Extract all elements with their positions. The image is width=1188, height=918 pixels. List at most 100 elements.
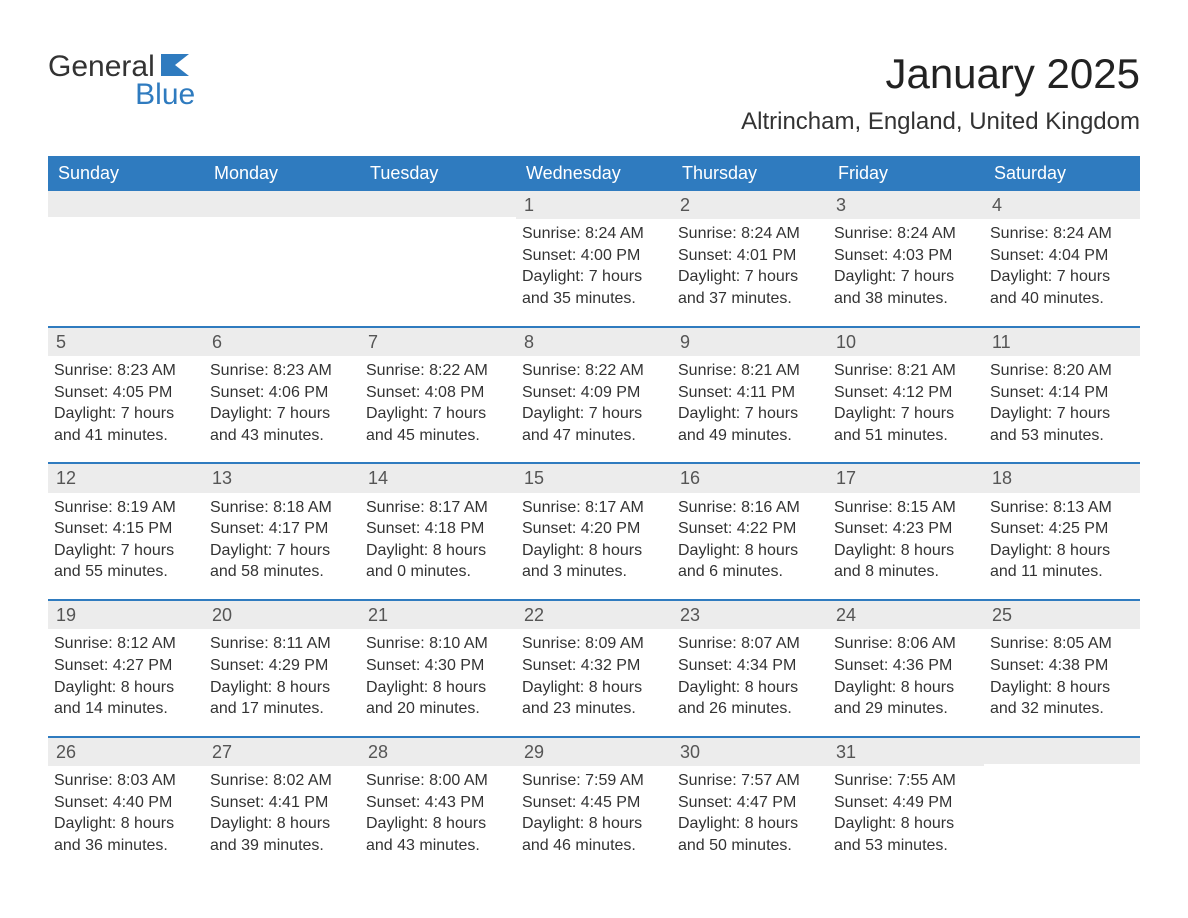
sunrise-line: Sunrise: 7:55 AM bbox=[834, 770, 978, 792]
day-header-sat: Saturday bbox=[984, 156, 1140, 191]
date-number: 28 bbox=[360, 738, 516, 766]
cell-body: Sunrise: 8:05 AMSunset: 4:38 PMDaylight:… bbox=[984, 629, 1140, 735]
daylight-line: Daylight: 7 hours and 47 minutes. bbox=[522, 403, 666, 446]
cell-body: Sunrise: 8:22 AMSunset: 4:09 PMDaylight:… bbox=[516, 356, 672, 462]
calendar-cell: 30Sunrise: 7:57 AMSunset: 4:47 PMDayligh… bbox=[672, 738, 828, 873]
daylight-line: Daylight: 8 hours and 26 minutes. bbox=[678, 677, 822, 720]
calendar-cell: 25Sunrise: 8:05 AMSunset: 4:38 PMDayligh… bbox=[984, 601, 1140, 736]
sunrise-line: Sunrise: 8:12 AM bbox=[54, 633, 198, 655]
sunrise-line: Sunrise: 8:00 AM bbox=[366, 770, 510, 792]
sunrise-line: Sunrise: 8:11 AM bbox=[210, 633, 354, 655]
sunset-line: Sunset: 4:04 PM bbox=[990, 245, 1134, 267]
week-row: 1 Sunrise: 8:24 AM Sunset: 4:00 PM Daylight… bbox=[48, 191, 1140, 326]
calendar-cell bbox=[204, 191, 360, 326]
date-number: 24 bbox=[828, 601, 984, 629]
cell-body bbox=[984, 764, 1140, 784]
calendar-cell: 12Sunrise: 8:19 AMSunset: 4:15 PMDayligh… bbox=[48, 464, 204, 599]
cell-body: Sunrise: 8:11 AMSunset: 4:29 PMDaylight:… bbox=[204, 629, 360, 735]
cell-body: Sunrise: 8:19 AMSunset: 4:15 PMDaylight:… bbox=[48, 493, 204, 599]
sunset-line: Sunset: 4:20 PM bbox=[522, 518, 666, 540]
title-block: January 2025 Altrincham, England, United… bbox=[741, 50, 1140, 150]
date-number bbox=[48, 191, 204, 217]
sunrise-line: Sunrise: 8:24 AM bbox=[678, 223, 822, 245]
calendar-cell: 24Sunrise: 8:06 AMSunset: 4:36 PMDayligh… bbox=[828, 601, 984, 736]
calendar-cell bbox=[984, 738, 1140, 873]
cell-body bbox=[204, 217, 360, 237]
date-number: 10 bbox=[828, 328, 984, 356]
date-number: 21 bbox=[360, 601, 516, 629]
sunrise-line: Sunrise: 8:17 AM bbox=[366, 497, 510, 519]
cell-body: Sunrise: 8:18 AMSunset: 4:17 PMDaylight:… bbox=[204, 493, 360, 599]
cell-body: Sunrise: 8:03 AMSunset: 4:40 PMDaylight:… bbox=[48, 766, 204, 872]
calendar-cell bbox=[360, 191, 516, 326]
date-number: 23 bbox=[672, 601, 828, 629]
calendar-cell: 31Sunrise: 7:55 AMSunset: 4:49 PMDayligh… bbox=[828, 738, 984, 873]
daylight-line: Daylight: 7 hours and 40 minutes. bbox=[990, 266, 1134, 309]
daylight-line: Daylight: 7 hours and 49 minutes. bbox=[678, 403, 822, 446]
sunset-line: Sunset: 4:12 PM bbox=[834, 382, 978, 404]
calendar-cell: 18Sunrise: 8:13 AMSunset: 4:25 PMDayligh… bbox=[984, 464, 1140, 599]
sunset-line: Sunset: 4:18 PM bbox=[366, 518, 510, 540]
sunrise-line: Sunrise: 8:23 AM bbox=[210, 360, 354, 382]
sunset-line: Sunset: 4:14 PM bbox=[990, 382, 1134, 404]
daylight-line: Daylight: 7 hours and 38 minutes. bbox=[834, 266, 978, 309]
daylight-line: Daylight: 7 hours and 53 minutes. bbox=[990, 403, 1134, 446]
date-number bbox=[204, 191, 360, 217]
cell-body: Sunrise: 8:23 AMSunset: 4:06 PMDaylight:… bbox=[204, 356, 360, 462]
calendar-cell: 23Sunrise: 8:07 AMSunset: 4:34 PMDayligh… bbox=[672, 601, 828, 736]
sunset-line: Sunset: 4:00 PM bbox=[522, 245, 666, 267]
daylight-line: Daylight: 7 hours and 37 minutes. bbox=[678, 266, 822, 309]
date-number: 1 bbox=[516, 191, 672, 219]
date-number bbox=[360, 191, 516, 217]
calendar-cell: 1Sunrise: 8:24 AMSunset: 4:00 PMDaylight… bbox=[516, 191, 672, 326]
sunrise-line: Sunrise: 8:19 AM bbox=[54, 497, 198, 519]
sunrise-line: Sunrise: 8:18 AM bbox=[210, 497, 354, 519]
month-title: January 2025 bbox=[741, 50, 1140, 98]
cell-body: Sunrise: 7:57 AMSunset: 4:47 PMDaylight:… bbox=[672, 766, 828, 872]
sunrise-line: Sunrise: 8:05 AM bbox=[990, 633, 1134, 655]
cell-body: Sunrise: 8:23 AMSunset: 4:05 PMDaylight:… bbox=[48, 356, 204, 462]
sunrise-line: Sunrise: 7:57 AM bbox=[678, 770, 822, 792]
cell-body: Sunrise: 8:07 AMSunset: 4:34 PMDaylight:… bbox=[672, 629, 828, 735]
cell-body: Sunrise: 8:21 AMSunset: 4:12 PMDaylight:… bbox=[828, 356, 984, 462]
date-number bbox=[984, 738, 1140, 764]
date-number: 22 bbox=[516, 601, 672, 629]
location-label: Altrincham, England, United Kingdom bbox=[741, 108, 1140, 136]
sunrise-line: Sunrise: 8:03 AM bbox=[54, 770, 198, 792]
cell-body bbox=[48, 217, 204, 237]
cell-body: Sunrise: 8:24 AMSunset: 4:01 PMDaylight:… bbox=[672, 219, 828, 325]
weeks-container: 1 Sunrise: 8:24 AM Sunset: 4:00 PM Daylight… bbox=[48, 191, 1140, 872]
day-header-mon: Monday bbox=[204, 156, 360, 191]
daylight-line: Daylight: 8 hours and 39 minutes. bbox=[210, 813, 354, 856]
cell-body: Sunrise: 8:13 AMSunset: 4:25 PMDaylight:… bbox=[984, 493, 1140, 599]
date-number: 31 bbox=[828, 738, 984, 766]
daylight-line: Daylight: 8 hours and 20 minutes. bbox=[366, 677, 510, 720]
daylight-line: Daylight: 8 hours and 0 minutes. bbox=[366, 540, 510, 583]
cell-body: Sunrise: 7:59 AMSunset: 4:45 PMDaylight:… bbox=[516, 766, 672, 872]
date-number: 2 bbox=[672, 191, 828, 219]
date-number: 6 bbox=[204, 328, 360, 356]
sunrise-line: Sunrise: 8:20 AM bbox=[990, 360, 1134, 382]
sunset-line: Sunset: 4:22 PM bbox=[678, 518, 822, 540]
calendar-cell: 8Sunrise: 8:22 AMSunset: 4:09 PMDaylight… bbox=[516, 328, 672, 463]
daylight-line: Daylight: 8 hours and 32 minutes. bbox=[990, 677, 1134, 720]
calendar-cell: 29Sunrise: 7:59 AMSunset: 4:45 PMDayligh… bbox=[516, 738, 672, 873]
date-number: 29 bbox=[516, 738, 672, 766]
calendar-cell: 10Sunrise: 8:21 AMSunset: 4:12 PMDayligh… bbox=[828, 328, 984, 463]
sunset-line: Sunset: 4:47 PM bbox=[678, 792, 822, 814]
sunset-line: Sunset: 4:01 PM bbox=[678, 245, 822, 267]
calendar-cell: 20Sunrise: 8:11 AMSunset: 4:29 PMDayligh… bbox=[204, 601, 360, 736]
date-number: 19 bbox=[48, 601, 204, 629]
date-number: 14 bbox=[360, 464, 516, 492]
cell-body: Sunrise: 8:24 AMSunset: 4:03 PMDaylight:… bbox=[828, 219, 984, 325]
calendar-cell: 11Sunrise: 8:20 AMSunset: 4:14 PMDayligh… bbox=[984, 328, 1140, 463]
date-number: 27 bbox=[204, 738, 360, 766]
sunset-line: Sunset: 4:05 PM bbox=[54, 382, 198, 404]
cell-body: Sunrise: 8:09 AMSunset: 4:32 PMDaylight:… bbox=[516, 629, 672, 735]
sunrise-line: Sunrise: 8:21 AM bbox=[678, 360, 822, 382]
daylight-line: Daylight: 8 hours and 14 minutes. bbox=[54, 677, 198, 720]
daylight-line: Daylight: 7 hours and 55 minutes. bbox=[54, 540, 198, 583]
calendar-cell: 22Sunrise: 8:09 AMSunset: 4:32 PMDayligh… bbox=[516, 601, 672, 736]
day-header-thu: Thursday bbox=[672, 156, 828, 191]
day-header-tue: Tuesday bbox=[360, 156, 516, 191]
